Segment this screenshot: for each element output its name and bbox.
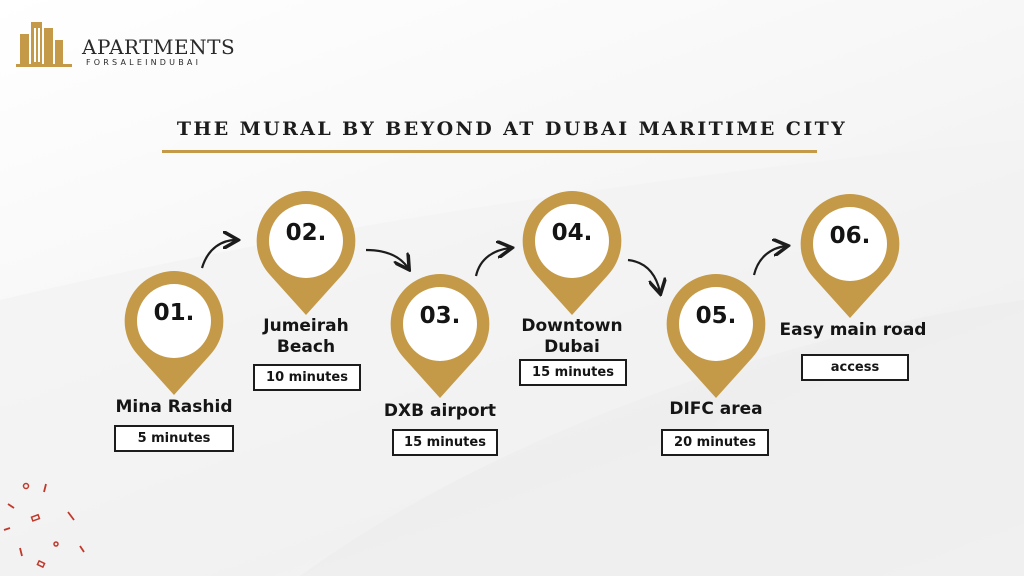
step-1-number: 01. [153, 300, 195, 326]
step-4-time: 15 minutes [519, 359, 627, 386]
step-1-pin: 01. [122, 269, 226, 397]
step-5-time: 20 minutes [661, 429, 769, 456]
location-pin-icon [390, 274, 490, 398]
step-4-pin: 04. [520, 189, 624, 317]
location-pin-icon [666, 274, 766, 398]
step-4-label: Downtown Dubai [521, 316, 623, 357]
arrow-1-to-2 [200, 240, 236, 269]
confetti-decoration [3, 482, 85, 569]
step-3-time: 15 minutes [392, 429, 498, 456]
title-underline [162, 150, 817, 153]
arrow-2-to-3 [365, 248, 408, 268]
step-3-number: 03. [419, 303, 461, 329]
location-pin-icon [522, 191, 622, 315]
step-5-number: 05. [695, 303, 737, 329]
step-1-time: 5 minutes [114, 425, 234, 452]
step-3-pin: 03. [388, 272, 492, 400]
logo-wordmark: APARTMENTS [82, 35, 236, 59]
arrow-4-to-5 [627, 258, 660, 292]
arrow-5-to-6 [752, 246, 786, 276]
step-4-number: 04. [551, 220, 593, 246]
page-title: THE MURAL BY BEYOND AT DUBAI MARITIME CI… [176, 118, 848, 140]
location-pin-icon [124, 271, 224, 395]
step-5-pin: 05. [664, 272, 768, 400]
step-5-label: DIFC area [669, 399, 763, 419]
location-pin-icon [256, 191, 356, 315]
step-2-time: 10 minutes [253, 364, 361, 391]
step-1-label: Mina Rashid [115, 397, 233, 417]
building-logo-icon [16, 22, 72, 67]
location-pin-icon [800, 194, 900, 318]
step-6-pin: 06. [798, 192, 902, 320]
step-2-pin: 02. [254, 189, 358, 317]
step-3-label: DXB airport [383, 401, 497, 421]
step-6-time: access [801, 354, 909, 381]
brand-logo: APARTMENTS FORSALEINDUBAI [16, 18, 235, 70]
step-2-label: Jumeirah Beach [263, 316, 349, 357]
logo-subtitle: FORSALEINDUBAI [86, 58, 202, 67]
step-6-label: Easy main road [779, 320, 927, 340]
step-6-number: 06. [829, 223, 871, 249]
step-2-number: 02. [285, 220, 327, 246]
